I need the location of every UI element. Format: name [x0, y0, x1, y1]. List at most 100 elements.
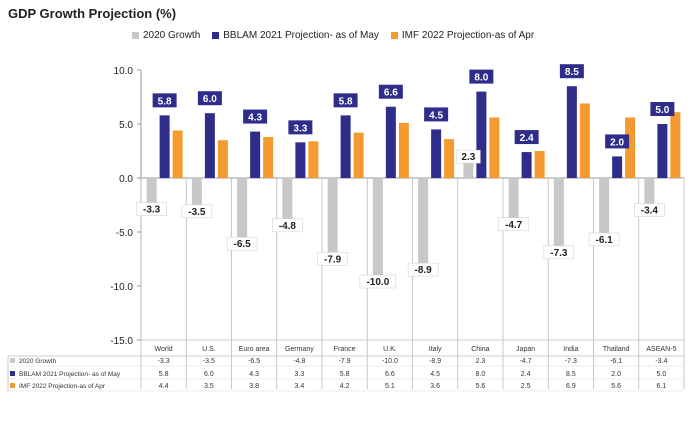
table-cell: 6.9: [566, 383, 576, 390]
bar-growth-2020: [191, 178, 202, 216]
table-cell: -8.9: [429, 358, 441, 365]
data-label-box-bblam: [152, 93, 177, 108]
data-label-bblam: 2.0: [610, 137, 624, 148]
data-label-box-2020: [317, 252, 348, 266]
legend-item-bblam: BBLAM 2021 Projection- as of May: [212, 30, 379, 41]
bar-bblam-2021: [340, 115, 351, 178]
data-label-box-2020: [272, 218, 303, 233]
bar-growth-2020: [463, 153, 474, 178]
data-label-box-bblam: [197, 91, 222, 106]
data-label-bblam: 5.8: [339, 96, 353, 107]
data-label-box-bblam: [333, 93, 358, 108]
chart-title: GDP Growth Projection (%): [8, 6, 177, 21]
bar-bblam-2021: [657, 124, 668, 178]
table-cell: 2.4: [521, 371, 531, 378]
bar-imf-2022: [670, 112, 681, 178]
table-cell: 4.2: [340, 383, 350, 390]
data-label-bblam: 8.0: [474, 73, 488, 84]
legend-label-2020: 2020 Growth: [143, 30, 201, 41]
data-label-2020: 2.3: [461, 152, 475, 163]
data-label-2020: -4.8: [279, 221, 297, 232]
category-label: U.S.: [202, 346, 216, 353]
data-label-2020: -7.3: [550, 248, 568, 259]
legend-label-imf: IMF 2022 Projection-as of Apr: [401, 30, 535, 41]
category-label: China: [471, 346, 489, 353]
data-label-box-2020: [136, 202, 167, 216]
category-label: India: [563, 346, 578, 353]
table-cell: 4.3: [249, 371, 259, 378]
bar-bblam-2021: [295, 142, 306, 178]
bar-bblam-2021: [431, 129, 442, 178]
category-label: France: [334, 346, 356, 353]
data-label-2020: -8.9: [415, 265, 433, 276]
table-row-label: IMF 2022 Projection-as of Apr: [19, 383, 106, 390]
bar-growth-2020: [327, 178, 338, 264]
bar-bblam-2021: [250, 131, 261, 178]
data-label-bblam: 6.0: [203, 94, 217, 105]
category-label: Italy: [429, 346, 442, 353]
category-label: U.K.: [383, 346, 397, 353]
table-cell: -6.5: [248, 358, 260, 365]
data-label-box-bblam: [559, 64, 584, 79]
data-label-box-2020: [543, 245, 575, 260]
table-cell: 3.8: [249, 383, 259, 390]
y-tick-label: 10.0: [114, 66, 134, 77]
table-cell: 5.8: [159, 371, 169, 378]
table-cell: 6.1: [657, 383, 667, 390]
data-label-2020: -7.9: [324, 254, 342, 265]
bar-growth-2020: [644, 178, 655, 215]
y-tick-label: 0.0: [119, 174, 133, 185]
table-cell: 2.3: [476, 358, 486, 365]
bar-imf-2022: [308, 141, 319, 178]
legend-item-2020: 2020 Growth: [132, 30, 200, 41]
legend: 2020 Growth BBLAM 2021 Projection- as of…: [132, 30, 534, 41]
table-cell: 3.3: [295, 371, 305, 378]
data-label-2020: -6.5: [234, 239, 252, 250]
table-cell: 6.0: [204, 371, 214, 378]
bar-imf-2022: [353, 132, 364, 178]
bar-growth-2020: [237, 178, 248, 249]
data-label-box-bblam: [514, 130, 539, 145]
bar-growth-2020: [599, 178, 610, 244]
table-row-swatch: [10, 371, 15, 376]
data-label-bblam: 6.6: [384, 88, 398, 99]
bar-imf-2022: [398, 122, 409, 178]
table-cell: 5.6: [476, 383, 486, 390]
bar-bblam-2021: [385, 106, 396, 178]
table-cell: -7.3: [565, 358, 577, 365]
bar-growth-2020: [282, 178, 293, 230]
table-cell: 5.6: [611, 383, 621, 390]
bar-imf-2022: [534, 151, 545, 178]
data-label-bblam: 5.0: [655, 105, 669, 116]
data-label-2020: -4.7: [505, 220, 523, 231]
y-tick-label: 5.0: [119, 120, 133, 131]
bar-bblam-2021: [204, 113, 215, 178]
bar-growth-2020: [553, 178, 564, 257]
data-label-box-2020: [456, 149, 481, 164]
legend-swatch-2020: [132, 32, 139, 39]
bar-imf-2022: [172, 130, 183, 178]
y-tick-label: -15.0: [110, 336, 133, 347]
data-label-box-bblam: [424, 107, 449, 122]
data-label-box-bblam: [650, 102, 675, 116]
table-cell: -4.8: [293, 358, 305, 365]
bar-growth-2020: [508, 178, 519, 229]
data-label-bblam: 8.5: [565, 67, 579, 78]
bar-bblam-2021: [566, 86, 577, 178]
data-label-2020: -3.5: [188, 207, 206, 218]
legend-swatch-imf: [390, 32, 398, 39]
table-cell: -6.1: [610, 358, 622, 365]
y-tick-label: -10.0: [110, 282, 133, 293]
bar-bblam-2021: [159, 115, 170, 178]
bar-growth-2020: [146, 178, 157, 214]
table-cell: 8.5: [566, 371, 576, 378]
table-cell: -3.5: [203, 358, 215, 365]
table-row-swatch: [10, 383, 15, 388]
data-label-2020: -3.4: [641, 206, 659, 217]
bar-growth-2020: [372, 178, 383, 286]
table-cell: -3.3: [158, 358, 170, 365]
data-label-box-2020: [226, 236, 258, 251]
bar-imf-2022: [625, 117, 636, 178]
bar-imf-2022: [579, 103, 590, 178]
